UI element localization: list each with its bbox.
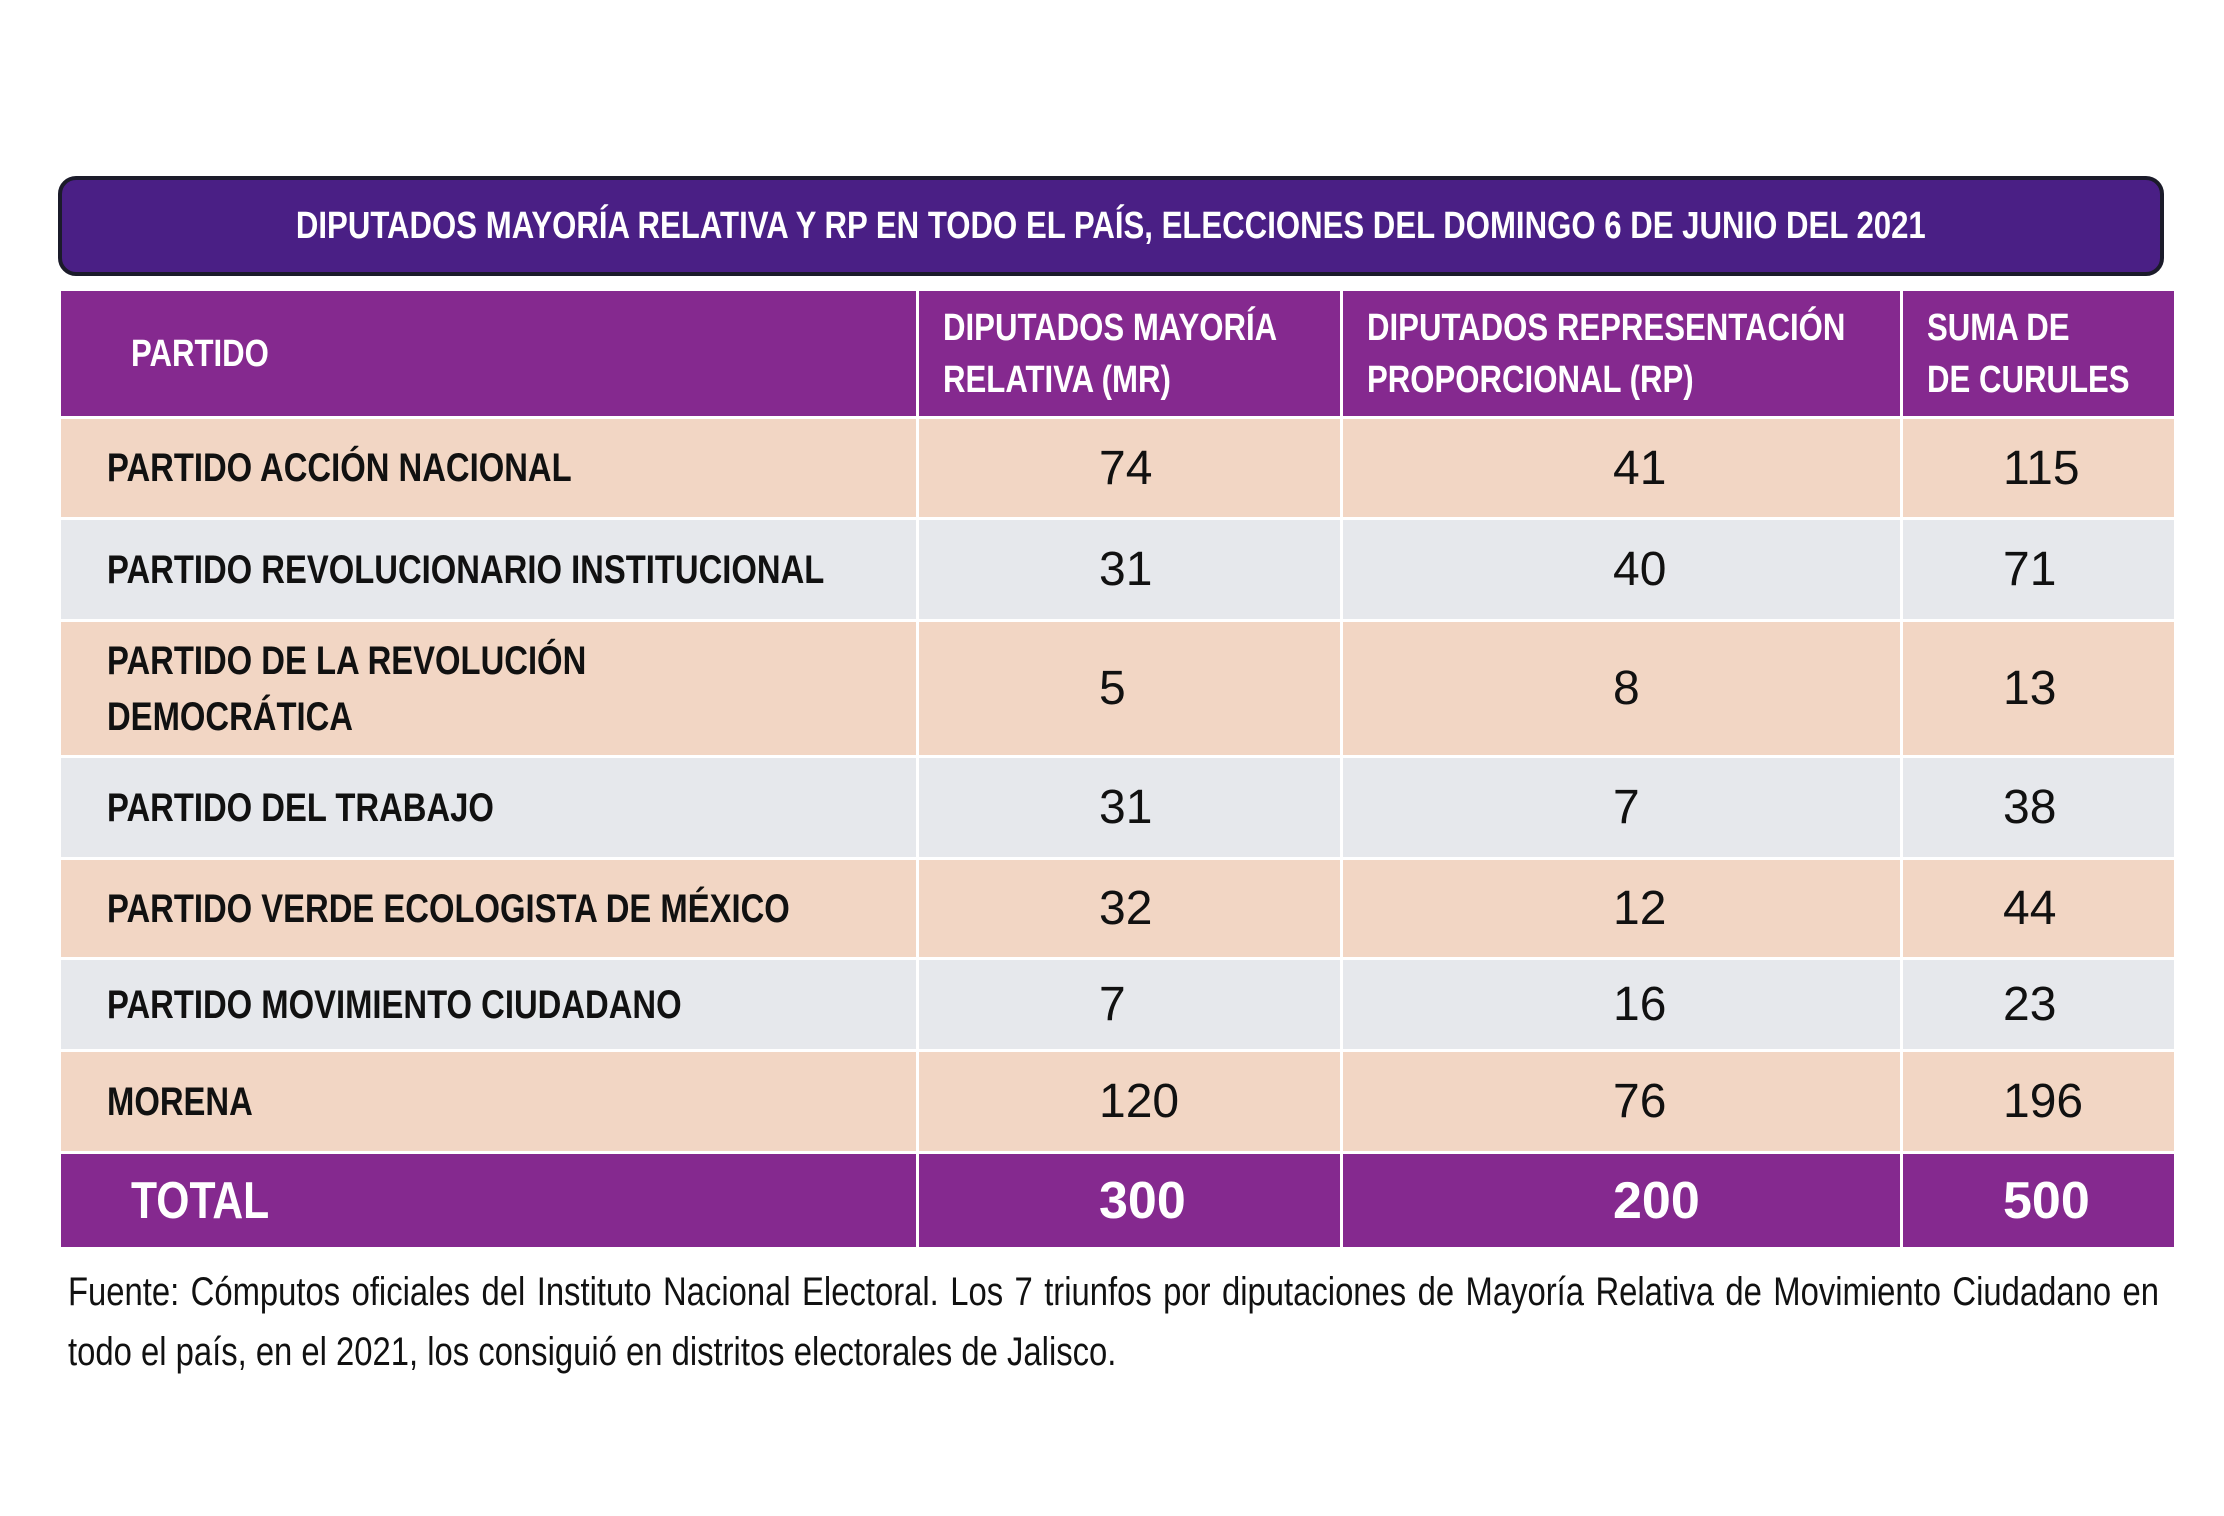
sum-cell: 38 bbox=[1900, 755, 2177, 860]
party-name: PARTIDO MOVIMIENTO CIUDADANO bbox=[107, 982, 682, 1027]
sum-cell: 44 bbox=[1900, 857, 2177, 960]
party-name: PARTIDO DEL TRABAJO bbox=[107, 785, 494, 830]
mr-cell: 120 bbox=[916, 1049, 1343, 1154]
total-row: TOTAL 300 200 500 bbox=[58, 1151, 2177, 1250]
rp-cell: 41 bbox=[1340, 416, 1903, 520]
total-label-text: TOTAL bbox=[131, 1171, 270, 1230]
mr-cell: 31 bbox=[916, 517, 1343, 622]
header-mr-line1: DIPUTADOS MAYORÍA bbox=[943, 306, 1278, 349]
header-rp-line1: DIPUTADOS REPRESENTACIÓN bbox=[1367, 306, 1846, 349]
sum-cell: 115 bbox=[1900, 416, 2177, 520]
header-sum-line1: SUMA DE bbox=[1927, 306, 2070, 349]
party-name: PARTIDO ACCIÓN NACIONAL bbox=[107, 446, 572, 490]
table-row: PARTIDO REVOLUCIONARIO INSTITUCIONAL 31 … bbox=[58, 517, 2177, 622]
table-row: MORENA 120 76 196 bbox=[58, 1049, 2177, 1154]
party-cell: PARTIDO MOVIMIENTO CIUDADANO bbox=[58, 957, 919, 1052]
table-row: PARTIDO DEL TRABAJO 31 7 38 bbox=[58, 755, 2177, 860]
party-name: PARTIDO VERDE ECOLOGISTA DE MÉXICO bbox=[107, 886, 790, 931]
mr-cell: 31 bbox=[916, 755, 1343, 860]
source-footnote: Fuente: Cómputos oficiales del Instituto… bbox=[68, 1262, 2159, 1382]
total-mr: 300 bbox=[916, 1151, 1343, 1250]
rp-cell: 40 bbox=[1340, 517, 1903, 622]
rp-cell: 76 bbox=[1340, 1049, 1903, 1154]
party-cell: PARTIDO VERDE ECOLOGISTA DE MÉXICO bbox=[58, 857, 919, 960]
header-mr: DIPUTADOS MAYORÍA RELATIVA (MR) bbox=[916, 288, 1343, 419]
mr-cell: 74 bbox=[916, 416, 1343, 520]
header-sum: SUMA DE DE CURULES bbox=[1900, 288, 2177, 419]
source-footnote-text: Fuente: Cómputos oficiales del Instituto… bbox=[68, 1270, 2159, 1374]
total-sum: 500 bbox=[1900, 1151, 2177, 1250]
header-party: PARTIDO bbox=[58, 288, 919, 419]
table-row: PARTIDO DE LA REVOLUCIÓN DEMOCRÁTICA 5 8 … bbox=[58, 619, 2177, 758]
rp-cell: 16 bbox=[1340, 957, 1903, 1052]
header-mr-line2: RELATIVA (MR) bbox=[943, 358, 1171, 401]
sum-cell: 196 bbox=[1900, 1049, 2177, 1154]
mr-cell: 7 bbox=[916, 957, 1343, 1052]
table-row: PARTIDO VERDE ECOLOGISTA DE MÉXICO 32 12… bbox=[58, 857, 2177, 960]
sum-cell: 13 bbox=[1900, 619, 2177, 758]
total-label: TOTAL bbox=[58, 1151, 919, 1250]
total-rp: 200 bbox=[1340, 1151, 1903, 1250]
header-rp-label: DIPUTADOS REPRESENTACIÓN PROPORCIONAL (R… bbox=[1367, 302, 1845, 406]
sum-cell: 71 bbox=[1900, 517, 2177, 622]
table-row: PARTIDO ACCIÓN NACIONAL 74 41 115 bbox=[58, 416, 2177, 520]
header-sum-line2: DE CURULES bbox=[1927, 358, 2130, 401]
party-cell: PARTIDO REVOLUCIONARIO INSTITUCIONAL bbox=[58, 517, 919, 622]
party-name-line1: PARTIDO DE LA REVOLUCIÓN bbox=[107, 638, 587, 683]
header-party-label: PARTIDO bbox=[131, 332, 269, 375]
header-rp: DIPUTADOS REPRESENTACIÓN PROPORCIONAL (R… bbox=[1340, 288, 1903, 419]
party-cell: PARTIDO DEL TRABAJO bbox=[58, 755, 919, 860]
party-cell: PARTIDO DE LA REVOLUCIÓN DEMOCRÁTICA bbox=[58, 619, 919, 758]
title-banner: DIPUTADOS MAYORÍA RELATIVA Y RP EN TODO … bbox=[58, 176, 2164, 276]
rp-cell: 8 bbox=[1340, 619, 1903, 758]
party-cell: PARTIDO ACCIÓN NACIONAL bbox=[58, 416, 919, 520]
party-name: PARTIDO DE LA REVOLUCIÓN DEMOCRÁTICA bbox=[107, 633, 586, 745]
party-name: PARTIDO REVOLUCIONARIO INSTITUCIONAL bbox=[107, 547, 825, 592]
rp-cell: 7 bbox=[1340, 755, 1903, 860]
party-name-line2: DEMOCRÁTICA bbox=[107, 694, 353, 739]
party-cell: MORENA bbox=[58, 1049, 919, 1154]
header-rp-line2: PROPORCIONAL (RP) bbox=[1367, 358, 1694, 401]
table-row: PARTIDO MOVIMIENTO CIUDADANO 7 16 23 bbox=[58, 957, 2177, 1052]
header-mr-label: DIPUTADOS MAYORÍA RELATIVA (MR) bbox=[943, 302, 1277, 406]
party-name: MORENA bbox=[107, 1079, 253, 1124]
header-row: PARTIDO DIPUTADOS MAYORÍA RELATIVA (MR) … bbox=[58, 288, 2177, 419]
results-table: PARTIDO DIPUTADOS MAYORÍA RELATIVA (MR) … bbox=[58, 288, 2177, 1250]
mr-cell: 5 bbox=[916, 619, 1343, 758]
table-title: DIPUTADOS MAYORÍA RELATIVA Y RP EN TODO … bbox=[296, 204, 1926, 247]
rp-cell: 12 bbox=[1340, 857, 1903, 960]
sum-cell: 23 bbox=[1900, 957, 2177, 1052]
header-sum-label: SUMA DE DE CURULES bbox=[1927, 302, 2130, 406]
mr-cell: 32 bbox=[916, 857, 1343, 960]
